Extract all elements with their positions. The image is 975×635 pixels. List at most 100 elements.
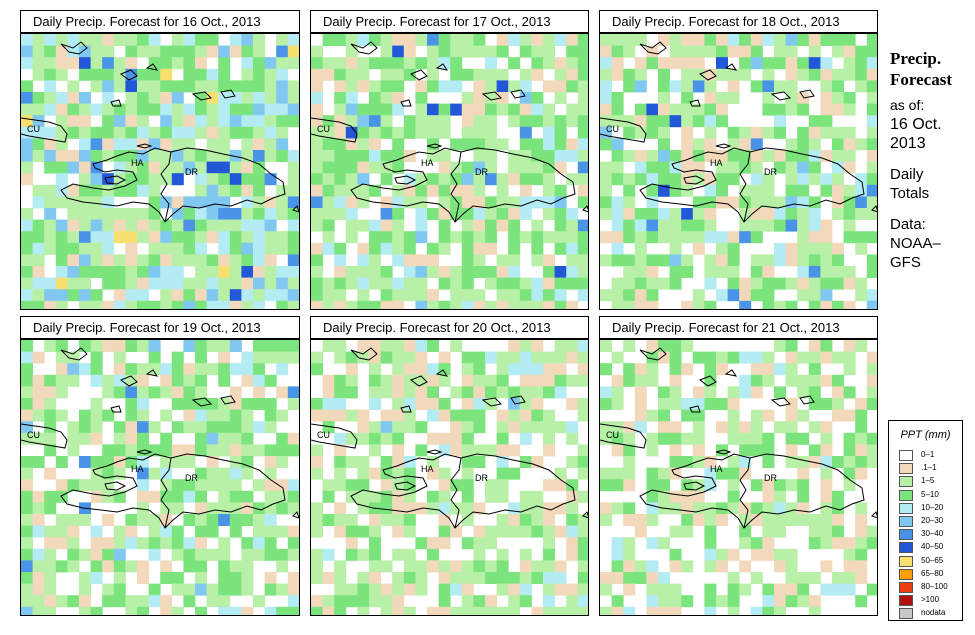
precip-cell <box>90 479 103 492</box>
precip-cell <box>646 490 659 503</box>
precip-cell <box>531 161 544 174</box>
precip-cell <box>415 126 428 139</box>
precip-cell <box>543 34 555 46</box>
precip-cell <box>160 444 173 457</box>
coastline <box>600 117 647 143</box>
precip-cell <box>218 138 231 151</box>
precip-cell <box>137 560 149 573</box>
precip-cell <box>160 432 173 445</box>
precip-cell <box>32 45 45 58</box>
precip-cell <box>634 242 647 255</box>
precip-cell <box>229 514 242 526</box>
precip-cell <box>843 126 856 139</box>
precip-cell <box>229 398 242 410</box>
precip-cell <box>427 363 439 376</box>
precip-cell <box>785 242 798 255</box>
precip-cell <box>438 374 451 387</box>
precip-cell <box>820 537 833 550</box>
precip-cell <box>241 537 254 550</box>
precip-cell <box>137 363 149 376</box>
precip-cell <box>137 45 149 58</box>
precip-cell <box>774 386 786 399</box>
coastline <box>191 397 213 407</box>
precip-cell <box>44 537 57 550</box>
precip-cell <box>774 583 786 596</box>
precip-cell <box>415 231 428 244</box>
precip-cell <box>797 514 810 526</box>
precip-cell <box>762 456 775 468</box>
precip-cell <box>623 502 636 515</box>
precip-cell <box>392 231 405 244</box>
precip-cell <box>681 432 694 445</box>
precip-cell <box>508 409 521 422</box>
precip-cell <box>438 34 451 46</box>
precip-cell <box>808 456 821 468</box>
precip-cell <box>148 351 161 364</box>
precip-cell <box>229 300 242 309</box>
precip-cell <box>634 300 647 309</box>
precip-cell <box>137 161 149 174</box>
precip-cell <box>415 219 428 232</box>
precip-cell <box>148 340 161 352</box>
precip-cell <box>427 289 439 302</box>
precip-cell <box>357 57 370 70</box>
precip-cell <box>369 583 381 596</box>
precip-cell <box>611 421 624 434</box>
precip-cell <box>380 595 393 608</box>
precip-cell <box>774 208 786 220</box>
precip-cell <box>380 351 393 364</box>
precip-cell <box>125 231 138 244</box>
precip-cell <box>669 45 682 58</box>
precip-cell <box>623 34 636 46</box>
precip-cell <box>785 300 798 309</box>
precip-cell <box>681 456 694 468</box>
precip-cell <box>357 502 370 515</box>
precip-cell <box>206 208 219 220</box>
precip-cell <box>658 595 670 608</box>
precip-cell <box>866 444 877 457</box>
precip-cell <box>797 266 810 278</box>
precip-cell <box>554 80 567 93</box>
precip-cell <box>611 560 624 573</box>
coastline <box>481 91 503 101</box>
precip-cell <box>160 80 173 93</box>
precip-cell <box>543 560 555 573</box>
precip-cell <box>820 340 833 352</box>
precip-cell <box>543 150 555 162</box>
precip-cell <box>21 45 33 58</box>
precip-cell <box>264 57 277 70</box>
precip-cell <box>832 150 844 162</box>
precip-cell <box>345 68 358 81</box>
precip-cell <box>403 514 416 526</box>
precip-cell <box>727 80 740 93</box>
precip-cell <box>600 254 612 267</box>
precip-cell <box>832 208 844 220</box>
precip-cell <box>692 289 705 302</box>
precip-cell <box>195 525 207 538</box>
precip-cell <box>334 184 347 197</box>
precip-cell <box>276 386 289 399</box>
precip-cell <box>785 409 798 422</box>
precip-cell <box>704 386 717 399</box>
precip-cell <box>345 34 358 46</box>
precip-cell <box>762 514 775 526</box>
precip-cell <box>797 502 810 515</box>
precip-cell <box>195 196 207 209</box>
precip-cell <box>473 45 486 58</box>
precip-cell <box>808 351 821 364</box>
precip-cell <box>669 103 682 116</box>
precip-cell <box>125 219 138 232</box>
precip-cell <box>750 150 763 162</box>
coastline <box>145 369 159 377</box>
precip-cell <box>334 340 347 352</box>
precip-cell <box>183 289 196 302</box>
country-label: HA <box>131 464 144 474</box>
coastline <box>60 41 88 55</box>
precip-cell <box>195 548 207 561</box>
precip-cell <box>334 572 347 584</box>
precip-cell <box>739 456 752 468</box>
precip-cell <box>577 514 588 526</box>
precip-cell <box>496 363 509 376</box>
precip-cell <box>843 548 856 561</box>
precip-cell <box>427 560 439 573</box>
